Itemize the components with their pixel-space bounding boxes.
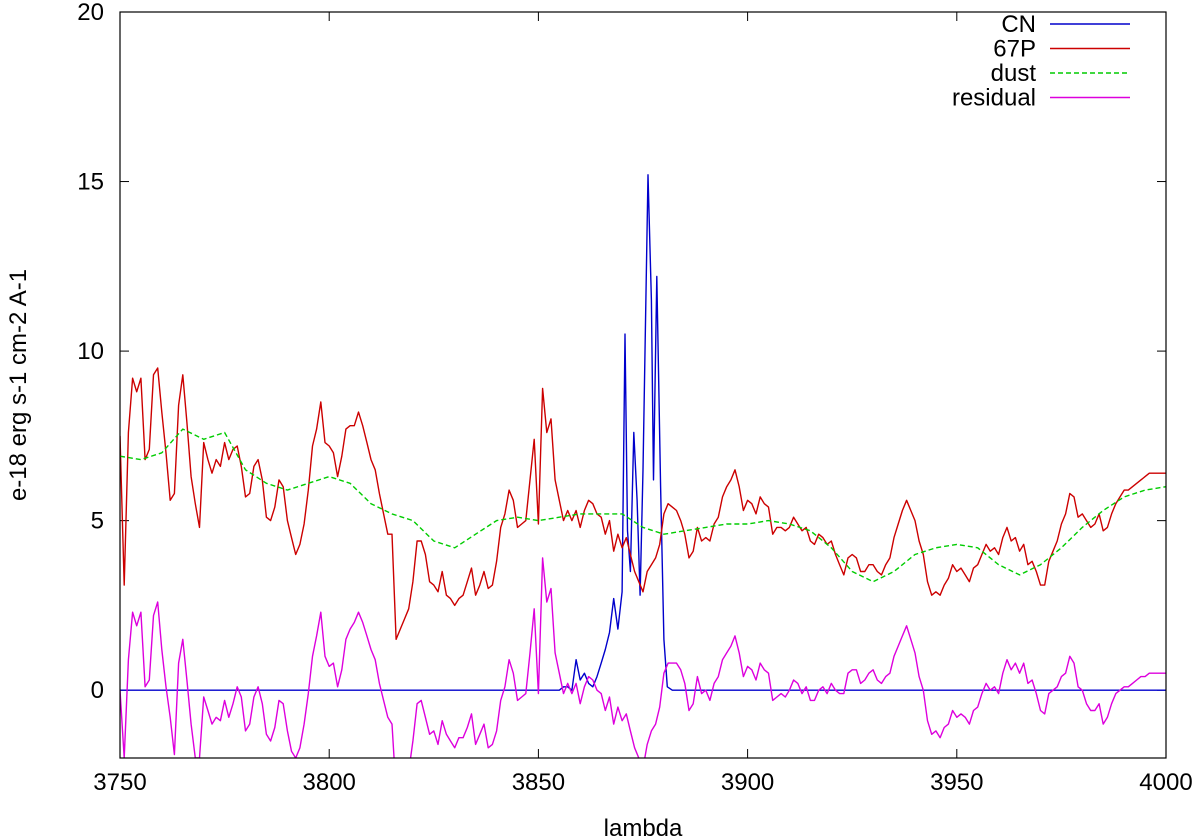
legend-label-residual: residual <box>952 85 1036 112</box>
legend-label-67p: 67P <box>993 36 1036 63</box>
plot-series <box>120 174 1166 758</box>
legend-label-dust: dust <box>991 60 1037 87</box>
series-line-cn <box>120 174 1166 691</box>
y-axis-label: e-18 erg s-1 cm-2 A-1 <box>5 269 32 501</box>
x-tick-label: 3800 <box>303 769 356 796</box>
series-line-residual <box>120 557 1166 758</box>
x-tick-label: 3750 <box>93 769 146 796</box>
y-tick-label: 15 <box>77 169 104 196</box>
y-tick-label: 10 <box>77 338 104 365</box>
x-tick-label: 3950 <box>930 769 983 796</box>
y-tick-label: 0 <box>91 677 104 704</box>
plot-frame <box>119 11 1167 759</box>
y-tick-label: 5 <box>91 508 104 535</box>
series-line-dust <box>120 428 1166 583</box>
x-axis-label: lambda <box>604 815 683 840</box>
x-tick-label: 3900 <box>721 769 774 796</box>
legend-label-cn: CN <box>1001 11 1036 38</box>
x-tick-label: 4000 <box>1139 769 1192 796</box>
series-line-67p <box>120 367 1166 640</box>
x-tick-labels: 3750 3800 3850 3900 3950 4000 <box>93 769 1192 796</box>
axis-ticks <box>119 11 1167 758</box>
y-tick-labels: 0 5 10 15 20 <box>77 0 104 704</box>
y-tick-label: 20 <box>77 0 104 26</box>
x-tick-label: 3850 <box>512 769 565 796</box>
